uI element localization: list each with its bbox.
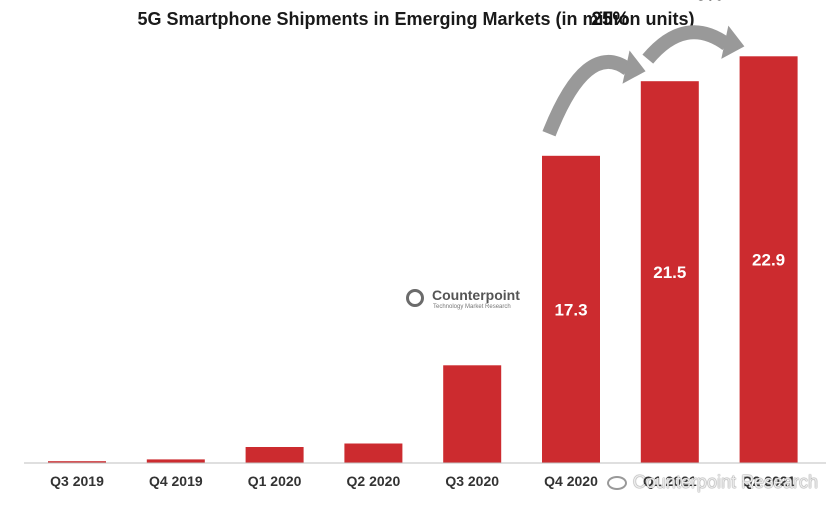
watermark-text: Counterpoint Research <box>632 472 818 492</box>
counterpoint-logo: Counterpoint Technology Market Research <box>406 287 526 313</box>
bar-q1-2020 <box>245 447 304 463</box>
growth-arrow-head <box>721 25 745 59</box>
bar-value-label: 21.5 <box>653 263 686 282</box>
logo-name: Counterpoint <box>432 287 520 303</box>
bar-q4-2019 <box>146 459 205 463</box>
bar-q1-2021 <box>640 81 699 463</box>
bar-value-label: 17.3 <box>554 300 587 319</box>
x-tick-label: Q4 2020 <box>544 473 598 489</box>
bar-q3-2020 <box>443 365 502 463</box>
growth-label: 6% <box>695 0 723 5</box>
x-tick-label: Q2 2020 <box>347 473 401 489</box>
growth-arrow-head <box>622 50 646 84</box>
x-tick-label: Q1 2020 <box>248 473 302 489</box>
logo-tagline: Technology Market Research <box>433 304 511 310</box>
x-tick-label: Q3 2020 <box>445 473 499 489</box>
growth-arrow <box>542 54 632 137</box>
bar-q2-2021 <box>739 56 798 464</box>
x-tick-label: Q3 2019 <box>50 473 104 489</box>
wechat-icon <box>606 476 627 491</box>
watermark: Counterpoint Research <box>606 472 818 493</box>
counterpoint-logo-icon <box>406 289 424 307</box>
bar-q3-2019 <box>48 461 106 463</box>
x-tick-label: Q2 2021 <box>742 473 796 489</box>
growth-arrow <box>642 25 731 64</box>
growth-label: 25% <box>591 9 629 30</box>
x-tick-label: Q4 2019 <box>149 473 203 489</box>
bar-value-label: 22.9 <box>752 251 785 270</box>
chart-title: 5G Smartphone Shipments in Emerging Mark… <box>137 9 695 29</box>
x-tick-label: Q1 2021 <box>643 473 697 489</box>
bar-q4-2020 <box>542 155 600 464</box>
bar-q2-2020 <box>344 443 403 463</box>
